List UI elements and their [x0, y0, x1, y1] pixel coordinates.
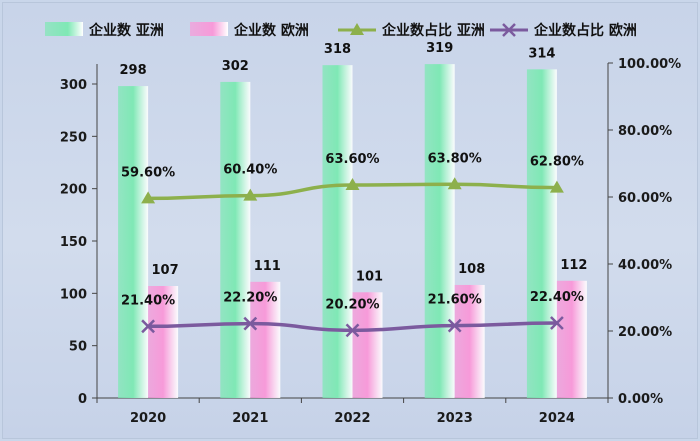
legend-label: 企业数占比 欧洲 [533, 22, 637, 39]
bar-asia [322, 65, 353, 398]
line-data-label: 63.60% [325, 152, 379, 167]
x-marker [345, 323, 360, 338]
bar-europe [352, 292, 383, 398]
lines [141, 177, 564, 338]
x-tick-label: 2020 [130, 411, 166, 426]
bar-asia [526, 69, 557, 398]
bar-data-label: 112 [560, 258, 587, 273]
y-left-tick-label: 200 [60, 183, 87, 198]
bar-asia [424, 64, 455, 398]
line-data-label: 21.40% [121, 293, 175, 308]
y-left-tick-label: 250 [60, 130, 87, 145]
x-tick-label: 2021 [232, 411, 268, 426]
legend-item: 企业数 欧洲 [190, 22, 309, 39]
line-data-label: 63.80% [428, 151, 482, 166]
y-left-tick-label: 150 [60, 235, 87, 250]
axes: 0 50 100 150 200 250 300 0.00% 20.00% 40.00% 60.00… [60, 57, 681, 426]
bar-europe [454, 284, 485, 398]
y-right-tick-label: 0.00% [618, 392, 663, 407]
triangle-marker [243, 188, 258, 201]
data-labels: 298 302 318 319 314 107 111 101 108 112 59.60% 60.4… [120, 41, 588, 312]
line-data-label: 60.40% [223, 163, 277, 178]
y-left-tick-label: 0 [78, 392, 87, 407]
x-marker [141, 319, 155, 334]
legend-label: 企业数占比 亚洲 [381, 22, 485, 39]
x-tick-label: 2023 [437, 411, 473, 426]
bar-asia [220, 81, 251, 398]
bar-data-label: 108 [458, 262, 485, 277]
y-right-tick-label: 40.00% [618, 258, 672, 273]
x-marker [243, 316, 258, 331]
triangle-marker [345, 177, 360, 190]
y-right-tick-label: 80.00% [618, 124, 672, 139]
bar-data-label: 302 [222, 59, 249, 74]
x-tick-label: 2022 [334, 411, 370, 426]
line-data-label: 21.60% [428, 293, 482, 308]
bar-europe [148, 286, 179, 398]
y-left-tick-label: 50 [69, 340, 87, 355]
triangle-marker [141, 191, 156, 204]
y-right-tick-label: 100.00% [618, 57, 681, 72]
bars [118, 64, 587, 399]
bar-data-label: 298 [120, 63, 147, 78]
triangle-marker [447, 177, 462, 190]
bar-europe [250, 281, 281, 398]
legend-swatch [190, 22, 228, 36]
legend-label: 企业数 亚洲 [88, 22, 164, 39]
bar-data-label: 318 [324, 42, 351, 57]
y-left-tick-label: 100 [60, 287, 87, 302]
triangle-marker [549, 180, 564, 193]
y-left-tick-label: 300 [60, 78, 87, 93]
line-data-label: 22.40% [530, 290, 584, 305]
y-right-tick-label: 60.00% [618, 191, 672, 206]
y-right-tick-label: 20.00% [618, 325, 672, 340]
bar-data-label: 111 [254, 259, 281, 274]
legend-item: 企业数占比 亚洲 [338, 22, 485, 39]
bar-data-label: 314 [528, 46, 555, 61]
bar-data-label: 319 [426, 41, 453, 56]
line-data-label: 59.60% [121, 165, 175, 180]
line-data-label: 22.20% [223, 291, 277, 306]
line-data-label: 20.20% [325, 297, 379, 312]
legend: 企业数 亚洲 企业数 欧洲 企业数占比 亚洲 企业数占比 欧洲 [45, 22, 637, 39]
legend-item: 企业数占比 欧洲 [490, 22, 637, 39]
line-data-label: 62.80% [530, 155, 584, 170]
x-marker [447, 318, 462, 333]
legend-swatch [45, 22, 83, 36]
bar-europe [556, 280, 587, 398]
x-tick-label: 2024 [539, 411, 575, 426]
legend-item: 企业数 亚洲 [45, 22, 164, 39]
bar-data-label: 101 [356, 269, 383, 284]
legend-label: 企业数 欧洲 [233, 22, 309, 39]
bar-data-label: 107 [152, 263, 179, 278]
legend-marker [350, 23, 364, 35]
bar-asia [118, 86, 149, 399]
x-marker [550, 316, 564, 330]
